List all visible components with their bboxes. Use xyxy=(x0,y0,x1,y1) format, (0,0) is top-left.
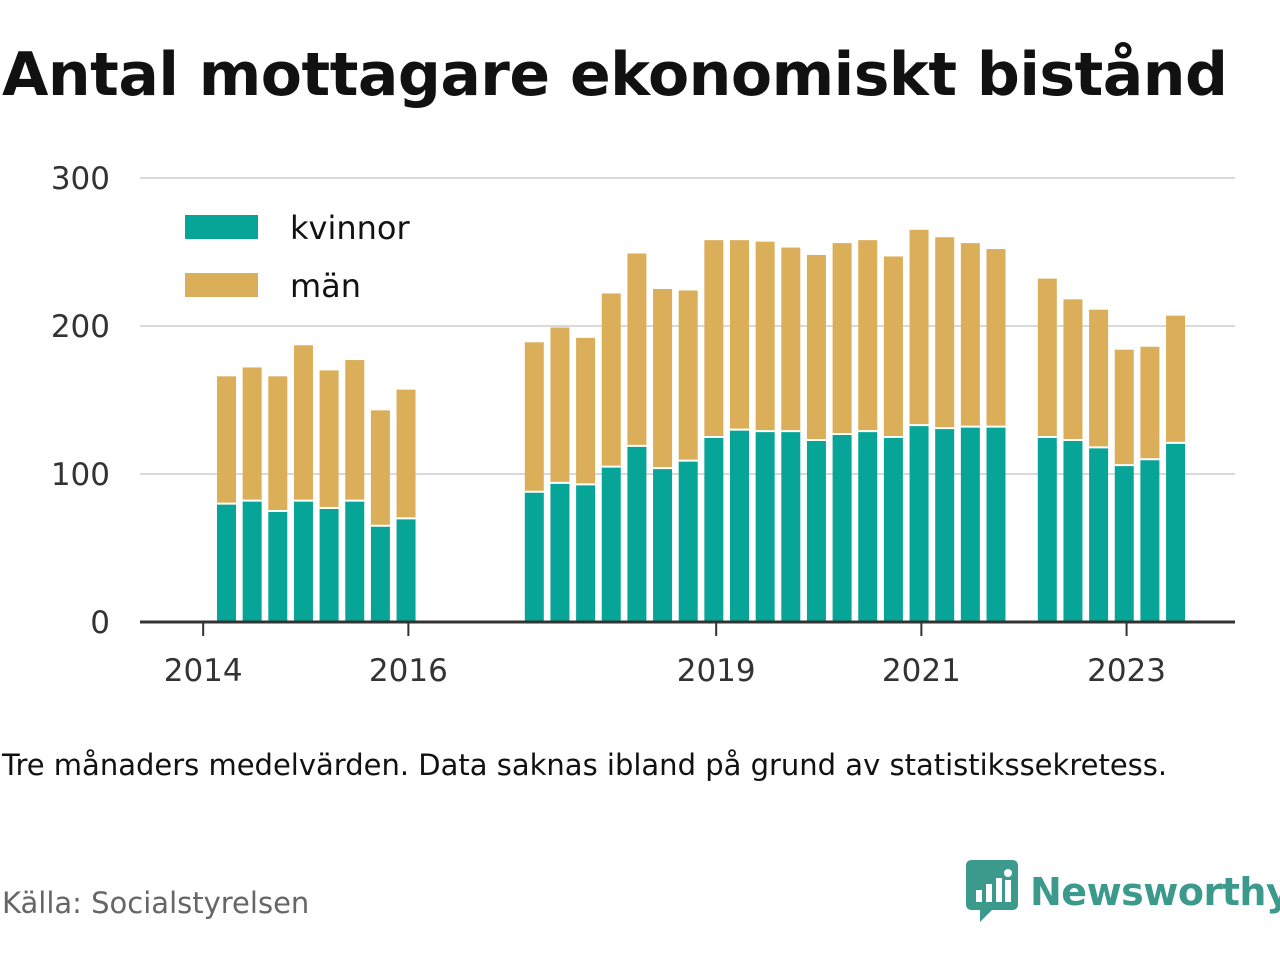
x-tick-label: 2023 xyxy=(1087,653,1166,689)
bar-kvinnor xyxy=(1037,437,1057,622)
bar-kvinnor xyxy=(653,468,673,622)
bar-man xyxy=(524,342,544,492)
x-tick-label: 2016 xyxy=(369,653,448,689)
bar-man xyxy=(396,389,416,519)
bar-kvinnor xyxy=(704,437,724,622)
bar-man xyxy=(806,254,826,440)
newsworthy-icon xyxy=(966,860,1018,922)
bar-man xyxy=(832,243,852,435)
legend-swatch xyxy=(185,215,258,239)
bar-kvinnor xyxy=(242,500,262,622)
bar-man xyxy=(319,370,339,509)
bar-kvinnor xyxy=(858,431,878,622)
bar-kvinnor xyxy=(1089,447,1109,622)
x-tick-label: 2014 xyxy=(164,653,243,689)
bar-man xyxy=(986,249,1006,427)
y-tick-label: 300 xyxy=(51,161,110,197)
brand-name: Newsworthy xyxy=(1030,870,1280,914)
bar-man xyxy=(217,376,236,504)
bar-man xyxy=(653,289,673,469)
legend-label: kvinnor xyxy=(290,209,411,247)
bar-man xyxy=(293,345,313,501)
bar-kvinnor xyxy=(832,434,852,622)
bar-man xyxy=(345,360,365,501)
bar-kvinnor xyxy=(1166,442,1186,622)
legend-label: män xyxy=(290,267,361,305)
bar-man xyxy=(730,240,749,430)
bar-man xyxy=(370,410,390,526)
bar-kvinnor xyxy=(755,431,775,622)
brand-logo: Newsworthy xyxy=(966,860,1280,924)
x-tick-label: 2019 xyxy=(677,653,756,689)
bar-man xyxy=(627,253,647,446)
bar-kvinnor xyxy=(217,503,236,622)
stacked-bar-chart: 0 100 200 300 2014 2016 2019 2021 2023 kvinnor m… xyxy=(51,161,1235,689)
bar-man xyxy=(935,237,955,429)
bar-kvinnor xyxy=(268,511,288,622)
y-tick-label: 0 xyxy=(90,605,110,641)
bar-man xyxy=(883,256,903,437)
bar-kvinnor xyxy=(524,491,544,622)
bar-man xyxy=(1140,346,1160,460)
bar-kvinnor xyxy=(883,437,903,622)
bar-man xyxy=(1037,278,1057,437)
bar-man xyxy=(550,327,570,483)
bar-kvinnor xyxy=(627,445,647,622)
y-tick-label: 200 xyxy=(51,309,110,345)
bar-kvinnor xyxy=(678,460,698,622)
bar-kvinnor xyxy=(370,525,390,622)
legend-swatch xyxy=(185,273,258,297)
bar-kvinnor xyxy=(909,425,929,622)
bar-kvinnor xyxy=(935,428,955,622)
y-tick-label: 100 xyxy=(51,457,110,493)
bar-man xyxy=(909,229,929,426)
bar-kvinnor xyxy=(781,431,801,622)
bar-kvinnor xyxy=(960,426,980,622)
bar-man xyxy=(1114,349,1134,466)
bar-man xyxy=(576,337,596,485)
bar-man xyxy=(1089,309,1109,448)
bar-man xyxy=(268,376,288,511)
chart-note: Tre månaders medelvärden. Data saknas ib… xyxy=(2,748,1168,782)
bar-man xyxy=(1063,299,1083,440)
bar-kvinnor xyxy=(345,500,365,622)
bar-man xyxy=(678,290,698,461)
bar-man xyxy=(858,240,878,432)
source-label: Källa: Socialstyrelsen xyxy=(2,886,310,920)
bar-kvinnor xyxy=(601,466,621,622)
bar-kvinnor xyxy=(396,518,416,622)
bar-kvinnor xyxy=(293,500,313,622)
y-axis-ticks: 0 100 200 300 xyxy=(51,161,110,641)
bar-kvinnor xyxy=(1063,439,1083,622)
bar-kvinnor xyxy=(806,439,826,622)
bar-man xyxy=(1166,315,1186,443)
bar-kvinnor xyxy=(730,429,749,622)
bar-kvinnor xyxy=(550,482,570,622)
bar-kvinnor xyxy=(986,426,1006,622)
bar-man xyxy=(704,240,724,437)
bar-kvinnor xyxy=(1140,459,1160,622)
bar-man xyxy=(755,241,775,432)
bar-kvinnor xyxy=(319,508,339,622)
bar-kvinnor xyxy=(1114,465,1134,622)
bar-man xyxy=(960,243,980,427)
legend: kvinnor män xyxy=(185,209,411,305)
bars xyxy=(217,229,1186,622)
bar-man xyxy=(601,293,621,467)
x-tick-label: 2021 xyxy=(882,653,961,689)
x-axis-ticks: 2014 2016 2019 2021 2023 xyxy=(164,622,1166,689)
bar-man xyxy=(781,247,801,432)
chart-title: Antal mottagare ekonomiskt bistånd xyxy=(2,40,1228,110)
bar-man xyxy=(242,367,262,501)
bar-kvinnor xyxy=(576,484,596,622)
